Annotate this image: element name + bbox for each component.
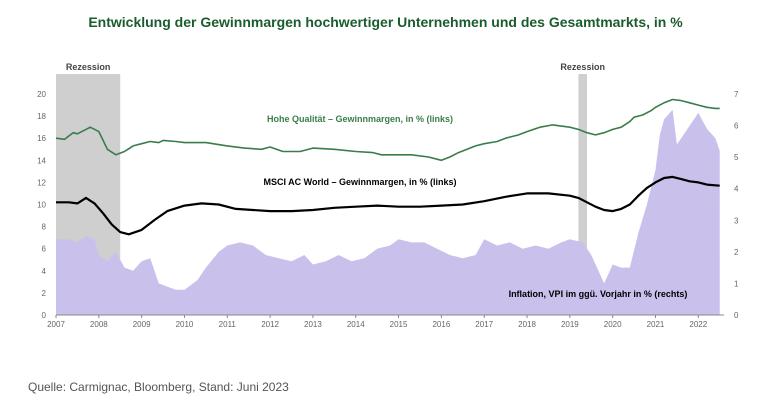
y-right-tick: 1: [734, 279, 739, 288]
y-right-tick: 7: [734, 90, 739, 99]
inflation-area-layer: [56, 109, 720, 315]
y-left-tick: 18: [37, 112, 46, 121]
y-right-tick: 0: [734, 311, 739, 320]
x-tick: 2010: [176, 320, 194, 329]
y-left-tick: 20: [37, 90, 46, 99]
inflation-area: [56, 109, 720, 315]
y-left-tick: 14: [37, 156, 46, 165]
recession-label: Rezession: [560, 62, 605, 72]
recession-label: Rezession: [66, 62, 111, 72]
inflation-label: Inflation, VPI im ggü. Vorjahr in % (rec…: [509, 289, 688, 299]
y-right-tick: 4: [734, 185, 739, 194]
y-left-tick: 16: [37, 134, 46, 143]
chart-title: Entwicklung der Gewinnmargen hochwertige…: [88, 14, 683, 30]
x-tick: 2020: [604, 320, 622, 329]
y-left-tick: 8: [42, 223, 47, 232]
y-right-tick: 6: [734, 122, 739, 131]
x-tick: 2019: [561, 320, 579, 329]
y-right-tick: 5: [734, 153, 739, 162]
y-right-tick: 2: [734, 248, 739, 257]
y-left-tick: 10: [37, 201, 46, 210]
high-quality-label: Hohe Qualität – Gewinnmargen, in % (link…: [267, 114, 453, 124]
annotation-layer: Hohe Qualität – Gewinnmargen, in % (link…: [263, 114, 687, 299]
x-tick: 2007: [47, 320, 65, 329]
x-tick: 2009: [133, 320, 151, 329]
x-tick: 2015: [390, 320, 408, 329]
y-left-tick: 4: [42, 267, 47, 276]
x-tick: 2014: [347, 320, 365, 329]
recession-band: [578, 74, 587, 315]
x-tick: 2022: [689, 320, 707, 329]
x-tick: 2018: [518, 320, 536, 329]
high-quality-line: [55, 98, 720, 162]
y-left-tick: 6: [42, 245, 47, 254]
source-note: Quelle: Carmignac, Bloomberg, Stand: Jun…: [28, 380, 289, 394]
y-left-tick: 0: [42, 311, 47, 320]
y-left-tick: 2: [42, 289, 47, 298]
x-tick: 2008: [90, 320, 108, 329]
y-right-tick: 3: [734, 216, 739, 225]
x-tick: 2021: [647, 320, 665, 329]
x-tick: 2012: [261, 320, 279, 329]
y-left-tick: 12: [37, 178, 46, 187]
msci-line: [56, 175, 720, 236]
msci-label: MSCI AC World – Gewinnmargen, in % (link…: [263, 177, 456, 187]
x-tick: 2016: [432, 320, 450, 329]
x-tick: 2017: [475, 320, 493, 329]
line-layer: [55, 98, 720, 236]
x-tick: 2011: [219, 320, 237, 329]
x-tick: 2013: [304, 320, 322, 329]
